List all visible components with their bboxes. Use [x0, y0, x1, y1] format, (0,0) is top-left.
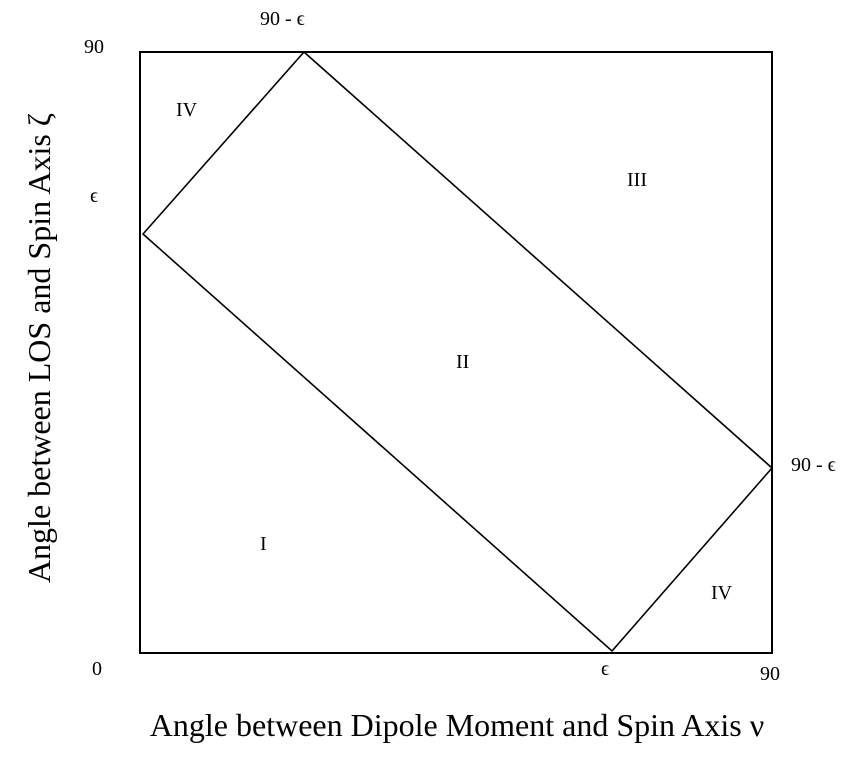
region-i-label: I [260, 533, 267, 555]
region-iii-label: III [627, 169, 647, 191]
region-iv-top-left-label: IV [176, 99, 198, 121]
x-max-label: 90 [760, 663, 780, 685]
top-corner-label: 90 - ϵ [260, 8, 305, 30]
y-max-label: 90 [84, 36, 104, 58]
origin-label: 0 [92, 658, 102, 680]
region-ii-boundary [141, 50, 774, 653]
x-axis-title: Angle between Dipole Moment and Spin Axi… [150, 707, 764, 743]
plot-frame [139, 51, 773, 654]
x-epsilon-label: ϵ [601, 658, 609, 680]
region-iv-bottom-right-label: IV [711, 582, 733, 604]
region-ii-label: II [456, 351, 469, 373]
y-epsilon-label: ϵ [90, 185, 98, 207]
right-corner-label: 90 - ϵ [791, 454, 836, 476]
y-axis-title: Angle between LOS and Spin Axis ζ [21, 113, 57, 583]
